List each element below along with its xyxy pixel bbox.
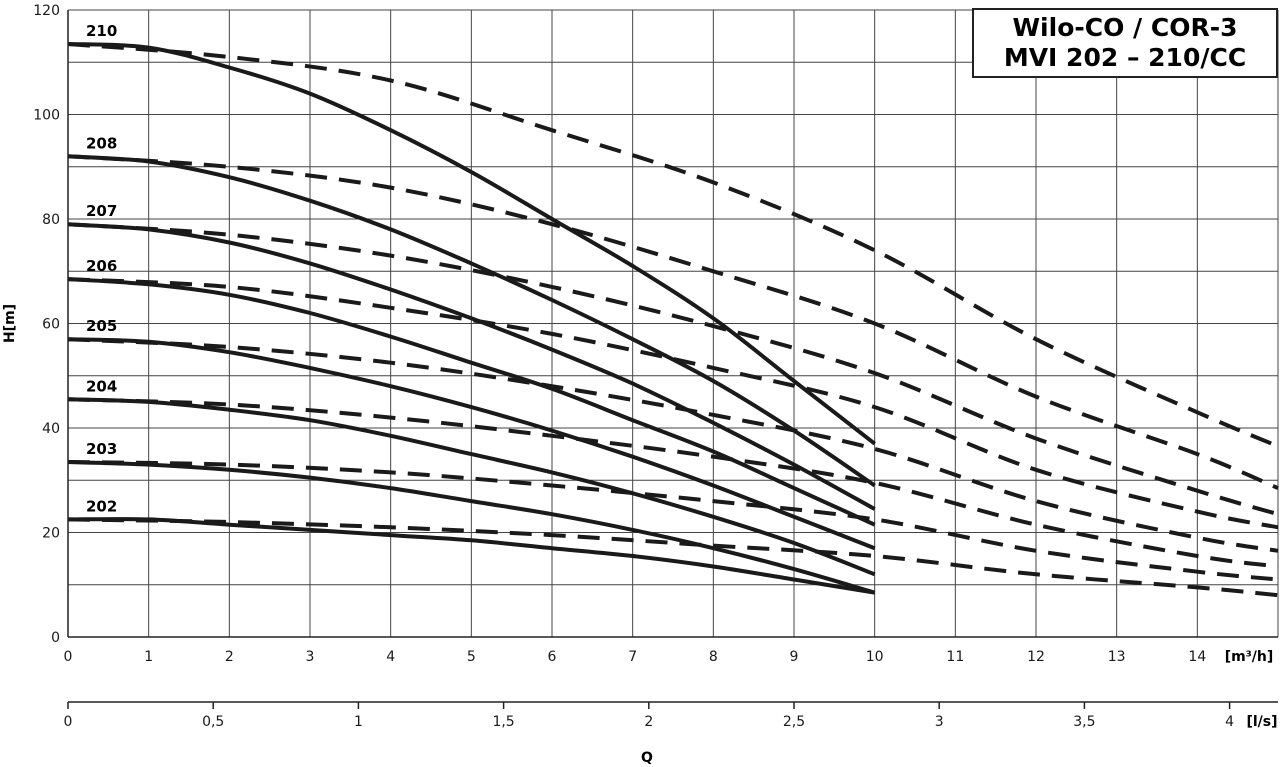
curve-label-210: 210 bbox=[86, 22, 117, 40]
curve-204-solid bbox=[67, 397, 876, 577]
curve-202-dashed bbox=[67, 517, 1279, 598]
chart-title-line-1: Wilo-CO / COR-3 bbox=[1012, 13, 1238, 42]
x-tick-label: 10 bbox=[866, 649, 884, 665]
secondary-x-tick-label: 4 bbox=[1225, 714, 1234, 730]
curve-label-206: 206 bbox=[86, 257, 117, 275]
curve-label-207: 207 bbox=[86, 202, 117, 220]
curve-205-solid bbox=[67, 337, 876, 551]
curve-label-203: 203 bbox=[86, 440, 117, 458]
x-tick-label: 8 bbox=[709, 649, 718, 665]
curve-207-dashed bbox=[67, 222, 1279, 517]
x-axis-label: Q bbox=[641, 750, 653, 766]
x-tick-label: 4 bbox=[386, 649, 395, 665]
curve-206-solid bbox=[67, 277, 876, 527]
curve-label-205: 205 bbox=[86, 317, 117, 335]
secondary-x-tick-label: 3,5 bbox=[1073, 714, 1095, 730]
secondary-x-tick-label: 3 bbox=[935, 714, 944, 730]
y-tick-label: 0 bbox=[51, 630, 60, 646]
secondary-x-tick-label: 0,5 bbox=[202, 714, 224, 730]
curve-203-dashed bbox=[67, 460, 1279, 582]
curve-210-solid bbox=[67, 42, 876, 446]
curve-210-dashed bbox=[67, 42, 1279, 449]
x-tick-label: 13 bbox=[1108, 649, 1126, 665]
secondary-x-tick-label: 0 bbox=[64, 714, 73, 730]
curve-208-dashed bbox=[67, 154, 1279, 490]
y-axis-label: H[m] bbox=[2, 304, 18, 343]
x-tick-label: 14 bbox=[1188, 649, 1206, 665]
curve-205-dashed bbox=[67, 337, 1279, 553]
curve-labels: 210 208 207 206 205 204 203 202 bbox=[86, 22, 117, 515]
x-tick-label: 7 bbox=[628, 649, 637, 665]
secondary-x-tick-label: 1 bbox=[354, 714, 363, 730]
secondary-x-tick-label: 1,5 bbox=[492, 714, 514, 730]
secondary-x-unit-label: [l/s] bbox=[1246, 714, 1277, 730]
x-tick-label: 12 bbox=[1027, 649, 1045, 665]
x-tick-label: 3 bbox=[306, 649, 315, 665]
curve-208-solid bbox=[67, 154, 876, 488]
x-tick-label: 6 bbox=[548, 649, 557, 665]
curve-label-202: 202 bbox=[86, 497, 117, 515]
x-tick-label: 2 bbox=[225, 649, 234, 665]
y-tick-label: 20 bbox=[42, 526, 60, 542]
curve-label-204: 204 bbox=[86, 377, 117, 395]
x-tick-label: 1 bbox=[144, 649, 153, 665]
x-tick-label: 9 bbox=[790, 649, 799, 665]
chart-title-line-2: MVI 202 – 210/CC bbox=[1003, 43, 1247, 72]
secondary-x-tick-label: 2 bbox=[644, 714, 653, 730]
y-tick-label: 40 bbox=[42, 421, 60, 437]
x-tick-label: 0 bbox=[64, 649, 73, 665]
secondary-x-tick-label: 2,5 bbox=[783, 714, 805, 730]
chart-title-box: Wilo-CO / COR-3 MVI 202 – 210/CC bbox=[972, 8, 1278, 78]
y-tick-label: 120 bbox=[33, 3, 60, 19]
curve-label-208: 208 bbox=[86, 134, 117, 152]
y-tick-label: 60 bbox=[42, 317, 60, 333]
grid bbox=[68, 9, 1279, 637]
curve-202-solid bbox=[67, 517, 876, 595]
curve-206-dashed bbox=[67, 277, 1279, 530]
y-tick-label: 100 bbox=[33, 108, 60, 124]
curve-204-dashed bbox=[67, 397, 1279, 569]
curve-207-solid bbox=[67, 222, 876, 511]
y-tick-label: 80 bbox=[42, 212, 60, 228]
x-tick-label: 11 bbox=[946, 649, 964, 665]
x-unit-label: [m³/h] bbox=[1225, 649, 1274, 665]
curve-203-solid bbox=[67, 460, 876, 595]
x-tick-label: 5 bbox=[467, 649, 476, 665]
pump-curves bbox=[67, 42, 1279, 598]
